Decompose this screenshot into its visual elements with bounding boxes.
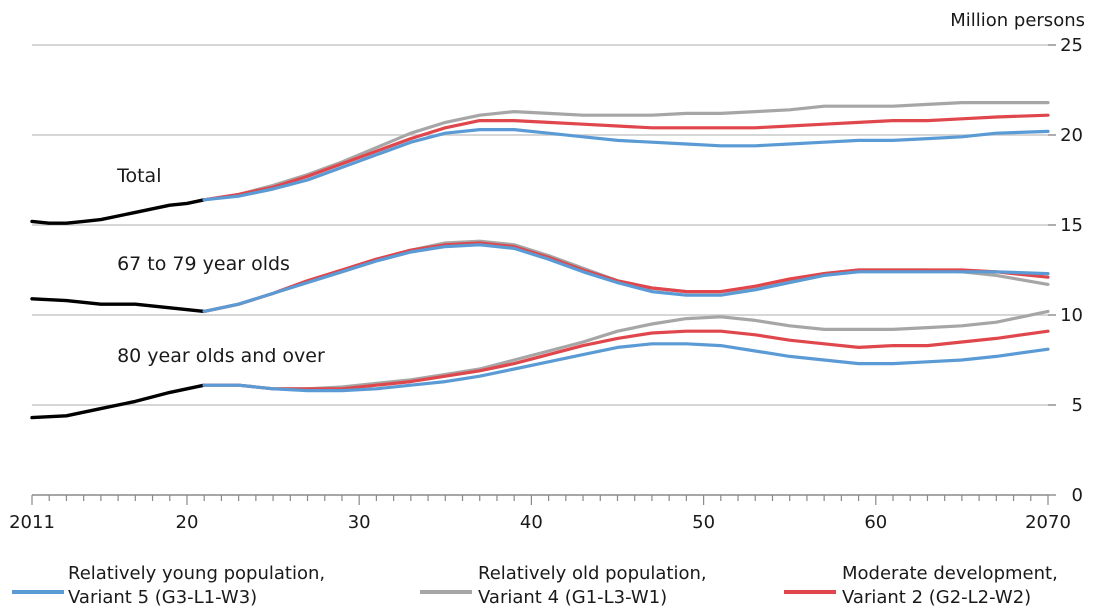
series-line-67-to-79-year-olds-observed: [30, 297, 206, 314]
series-line-total-observed: [30, 198, 206, 225]
y-tick-label-5: 5: [1072, 395, 1083, 416]
y-tick-label-20: 20: [1060, 125, 1083, 146]
grid-lines: [32, 44, 1056, 496]
x-tick-label-60: 60: [864, 512, 887, 533]
legend-swatch-old: [420, 590, 472, 594]
y-tick-label-10: 10: [1060, 305, 1083, 326]
legend-label-moderate-line1: Moderate development,: [842, 563, 1058, 584]
series-line-80-year-olds-and-over-old: [202, 309, 1050, 391]
x-tick-label-2070: 2070: [1025, 512, 1071, 533]
x-tick-label-40: 40: [520, 512, 543, 533]
series-line-67-to-79-year-olds-moderate: [202, 241, 1050, 313]
series-line-80-year-olds-and-over-moderate: [202, 329, 1050, 391]
series-line-total-young: [202, 128, 1050, 202]
chart-labels: Million persons 0 5 10 15 20 25 2011 20 30 40 50 60…: [9, 10, 1085, 533]
series-line-total-moderate: [202, 113, 1050, 202]
series-line-total-old: [202, 100, 1050, 202]
series-lines: [30, 100, 1050, 420]
y-tick-label-0: 0: [1072, 485, 1083, 506]
series-line-67-to-79-year-olds-young: [202, 243, 1050, 313]
legend: Relatively young population, Variant 5 (…: [0, 556, 1106, 616]
legend-swatch-moderate: [784, 590, 836, 594]
series-line-80-year-olds-and-over-observed: [30, 383, 206, 420]
y-tick-label-15: 15: [1060, 215, 1083, 236]
line-chart: Million persons 0 5 10 15 20 25 2011 20 30 40 50 60…: [9, 10, 1085, 533]
legend-swatch-young: [12, 590, 64, 594]
series-line-80-year-olds-and-over-young: [202, 342, 1050, 393]
legend-label-old-line2: Variant 4 (G1-L3-W1): [478, 587, 668, 608]
x-tick-label-30: 30: [348, 512, 371, 533]
y-tick-label-25: 25: [1060, 35, 1083, 56]
x-tick-label-50: 50: [692, 512, 715, 533]
legend-label-young-line2: Variant 5 (G3-L1-W3): [68, 587, 258, 608]
annotation-total: Total: [116, 165, 161, 187]
legend-label-old-line1: Relatively old population,: [478, 563, 707, 584]
x-axis: [31, 494, 1049, 505]
legend-label-young-line1: Relatively young population,: [68, 563, 326, 584]
x-tick-label-2011: 2011: [9, 512, 55, 533]
legend-label-moderate-line2: Variant 2 (G2-L2-W2): [842, 587, 1032, 608]
unit-label: Million persons: [950, 10, 1085, 31]
annotation-80-year-olds-and-over: 80 year olds and over: [117, 345, 325, 367]
x-tick-label-20: 20: [176, 512, 199, 533]
annotation-67-to-79-year-olds: 67 to 79 year olds: [117, 253, 290, 275]
